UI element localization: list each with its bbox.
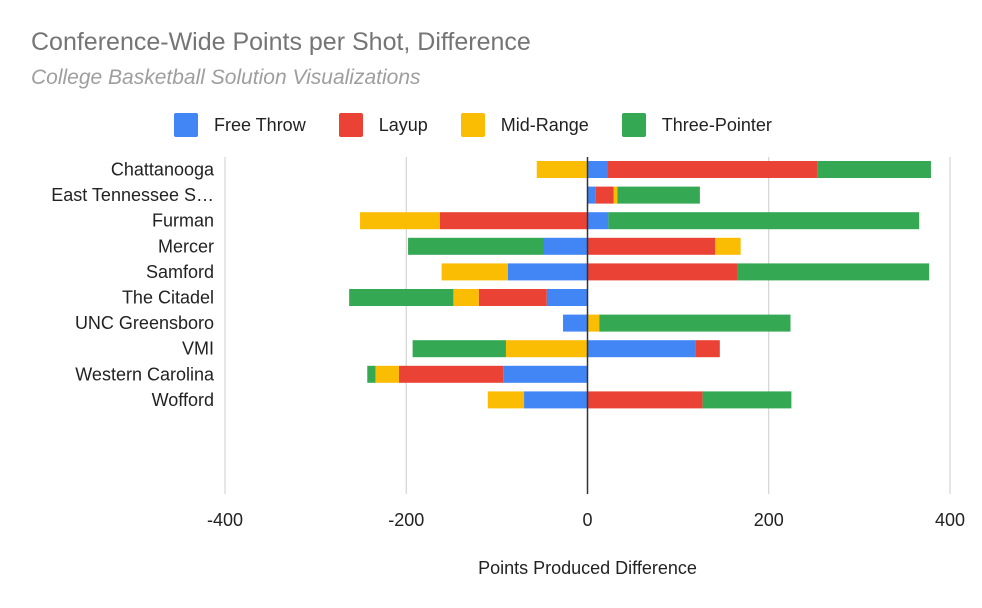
- legend-label-mid-range: Mid-Range: [500, 114, 589, 135]
- category-label: Samford: [146, 262, 214, 282]
- category-label: Wofford: [152, 390, 214, 410]
- legend-swatch-layup: [338, 113, 363, 137]
- legend-swatch-mid-range: [460, 113, 485, 137]
- bar-segment[interactable]: [587, 263, 738, 281]
- bar-segment[interactable]: [595, 186, 614, 204]
- bar-segment[interactable]: [587, 340, 696, 358]
- bar-segment[interactable]: [399, 365, 504, 383]
- legend: Free Throw Layup Mid-Range Three-Pointer: [174, 112, 805, 138]
- bar-segment[interactable]: [587, 391, 703, 409]
- bar-segment[interactable]: [587, 314, 600, 332]
- category-label: The Citadel: [122, 288, 214, 308]
- x-tick-label: 200: [754, 510, 784, 530]
- bar-segment[interactable]: [544, 237, 588, 255]
- legend-item-three-pointer[interactable]: Three-Pointer: [621, 113, 772, 137]
- bar-segment[interactable]: [441, 263, 508, 281]
- bar-segment[interactable]: [524, 391, 588, 409]
- x-tick-label: 400: [935, 510, 965, 530]
- category-label: East Tennessee S…: [51, 185, 214, 205]
- chart-title: Conference-Wide Points per Shot, Differe…: [31, 28, 531, 56]
- bar-segment[interactable]: [478, 289, 547, 306]
- bar-segment[interactable]: [412, 340, 506, 358]
- bars: [349, 161, 931, 409]
- x-tick-labels: -400 -200 0 200 400: [207, 510, 965, 530]
- bar-segment[interactable]: [617, 186, 700, 204]
- chart-subtitle: College Basketball Solution Visualizatio…: [31, 66, 421, 89]
- bar-segment[interactable]: [503, 365, 588, 383]
- legend-item-mid-range[interactable]: Mid-Range: [460, 113, 589, 137]
- legend-label-free-throw: Free Throw: [214, 114, 306, 135]
- legend-swatch-free-throw: [174, 113, 198, 137]
- category-labels: Chattanooga East Tennessee S… Furman Mercer…: [51, 160, 215, 410]
- x-axis-label: Points Produced Difference: [478, 558, 697, 578]
- legend-label-layup: Layup: [378, 114, 428, 135]
- bar-segment[interactable]: [546, 289, 588, 306]
- bar-segment[interactable]: [408, 237, 544, 255]
- bar-segment[interactable]: [702, 391, 792, 409]
- bar-segment[interactable]: [439, 212, 588, 230]
- bar-segment[interactable]: [487, 391, 525, 409]
- bar-segment[interactable]: [367, 365, 376, 383]
- legend-item-layup[interactable]: Layup: [338, 113, 428, 137]
- bar-segment[interactable]: [587, 212, 609, 230]
- x-tick-label: -400: [207, 510, 243, 530]
- bar-segment[interactable]: [360, 212, 440, 230]
- category-label: UNC Greensboro: [75, 313, 214, 333]
- category-label: Mercer: [158, 236, 214, 256]
- bar-segment[interactable]: [505, 340, 588, 358]
- bar-segment[interactable]: [507, 263, 588, 281]
- bar-segment[interactable]: [737, 263, 930, 281]
- bar-segment[interactable]: [587, 237, 716, 255]
- category-label: Western Carolina: [75, 364, 215, 384]
- bar-segment[interactable]: [608, 212, 920, 230]
- bar-segment[interactable]: [587, 186, 596, 204]
- bar-segment[interactable]: [587, 161, 608, 178]
- bar-segment[interactable]: [607, 161, 818, 178]
- category-label: Furman: [152, 211, 214, 231]
- bar-segment[interactable]: [613, 186, 618, 204]
- category-label: Chattanooga: [111, 160, 215, 180]
- bar-segment[interactable]: [375, 365, 399, 383]
- bar-segment[interactable]: [817, 161, 931, 178]
- bar-segment[interactable]: [536, 161, 588, 178]
- bar-segment[interactable]: [563, 314, 588, 332]
- category-label: VMI: [182, 339, 214, 359]
- bar-segment[interactable]: [695, 340, 720, 358]
- legend-item-free-throw[interactable]: Free Throw: [174, 113, 306, 137]
- bar-segment[interactable]: [453, 289, 479, 306]
- x-tick-label: 0: [582, 510, 592, 530]
- legend-swatch-three-pointer: [621, 113, 646, 137]
- bar-segment[interactable]: [599, 314, 791, 332]
- bar-segment[interactable]: [349, 289, 454, 306]
- legend-label-three-pointer: Three-Pointer: [661, 114, 772, 135]
- bar-segment[interactable]: [715, 237, 741, 255]
- x-tick-label: -200: [388, 510, 424, 530]
